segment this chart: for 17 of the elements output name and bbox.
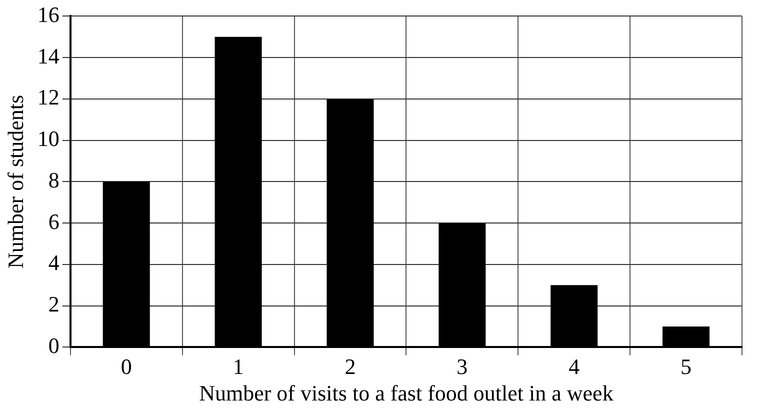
y-tick-label: 16 [37,2,60,27]
x-tick-label: 5 [680,354,692,380]
y-tick-label: 14 [37,43,60,68]
y-tick-label: 8 [48,167,60,192]
y-axis-title: Number of students [2,94,28,268]
y-tick-label: 6 [48,208,60,234]
y-tick-label: 4 [48,250,60,276]
x-tick-label: 0 [120,354,132,380]
x-tick-label: 2 [344,354,356,380]
y-tick-label: 12 [37,84,60,110]
y-tick-label: 0 [48,332,60,358]
y-tick-label: 10 [37,126,60,152]
x-tick-label: 3 [456,354,468,380]
y-tick-label: 2 [48,292,60,317]
x-tick-label: 4 [568,354,580,380]
x-axis-title: Number of visits to a fast food outlet in a week [199,380,614,406]
x-tick-label: 1 [232,354,244,380]
